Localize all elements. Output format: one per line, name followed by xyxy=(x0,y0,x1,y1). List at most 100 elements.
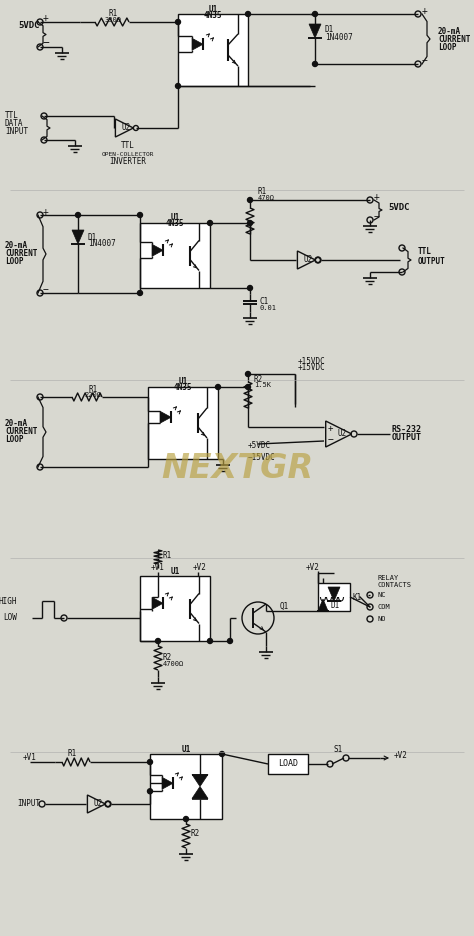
Text: 4N35: 4N35 xyxy=(204,11,222,21)
Text: NEXTGR: NEXTGR xyxy=(161,451,313,485)
Text: 330Ω: 330Ω xyxy=(104,17,121,23)
Circle shape xyxy=(228,638,233,644)
Text: +15VDC: +15VDC xyxy=(298,363,326,373)
Text: U2: U2 xyxy=(337,430,346,438)
Text: Q1: Q1 xyxy=(280,602,289,610)
Bar xyxy=(150,754,222,819)
Text: R2: R2 xyxy=(191,828,200,838)
Text: TTL: TTL xyxy=(121,141,135,151)
Circle shape xyxy=(155,638,161,644)
Text: U2: U2 xyxy=(121,124,131,133)
Text: INVERTER: INVERTER xyxy=(109,156,146,166)
Text: 470Ω: 470Ω xyxy=(258,195,275,201)
Text: S1: S1 xyxy=(333,745,343,754)
Text: −: − xyxy=(43,38,50,48)
Text: 20-mA: 20-mA xyxy=(438,26,461,36)
Circle shape xyxy=(183,816,189,822)
Text: OPEN-COLLECTOR: OPEN-COLLECTOR xyxy=(102,152,154,156)
Text: +: + xyxy=(328,424,333,432)
Polygon shape xyxy=(160,411,171,423)
Text: DATA: DATA xyxy=(5,120,24,128)
Polygon shape xyxy=(328,587,340,601)
Text: 1N4007: 1N4007 xyxy=(88,240,116,248)
Text: R1: R1 xyxy=(109,9,118,19)
Text: +5VDC: +5VDC xyxy=(248,442,271,450)
Text: +15VDC: +15VDC xyxy=(298,358,326,367)
Text: LOOP: LOOP xyxy=(5,435,24,445)
Text: +: + xyxy=(422,6,428,16)
Text: OUTPUT: OUTPUT xyxy=(392,432,422,442)
Text: 220Ω: 220Ω xyxy=(84,392,101,398)
Text: NO: NO xyxy=(378,616,386,622)
Circle shape xyxy=(247,197,253,202)
Text: R2: R2 xyxy=(163,652,172,662)
Circle shape xyxy=(219,752,225,756)
Text: +V1: +V1 xyxy=(151,563,165,573)
Polygon shape xyxy=(152,597,163,609)
Circle shape xyxy=(137,212,143,217)
Text: 20-mA: 20-mA xyxy=(5,241,28,251)
Text: CURRENT: CURRENT xyxy=(5,428,37,436)
Text: +: + xyxy=(43,207,49,217)
Circle shape xyxy=(247,285,253,290)
Text: −: − xyxy=(422,56,428,66)
Circle shape xyxy=(247,221,253,226)
Text: NC: NC xyxy=(378,592,386,598)
Circle shape xyxy=(175,83,181,89)
Circle shape xyxy=(246,11,250,17)
Text: CURRENT: CURRENT xyxy=(438,35,470,43)
Circle shape xyxy=(216,385,220,389)
Circle shape xyxy=(208,638,212,644)
Polygon shape xyxy=(318,599,328,611)
Text: R1: R1 xyxy=(67,750,77,758)
Circle shape xyxy=(312,62,318,66)
Text: CURRENT: CURRENT xyxy=(5,250,37,258)
Circle shape xyxy=(208,221,212,226)
Polygon shape xyxy=(152,244,163,256)
Text: LOOP: LOOP xyxy=(438,42,456,51)
Text: COM: COM xyxy=(378,604,391,610)
Text: 4700Ω: 4700Ω xyxy=(163,661,184,667)
Text: TTL: TTL xyxy=(418,247,432,256)
Text: U1: U1 xyxy=(178,377,188,387)
Text: +V2: +V2 xyxy=(306,563,320,572)
Text: U1: U1 xyxy=(182,744,191,753)
Text: D1: D1 xyxy=(88,232,97,241)
Circle shape xyxy=(246,372,250,376)
Text: 1N4007: 1N4007 xyxy=(325,33,353,41)
Text: −: − xyxy=(43,285,49,295)
Text: LOW: LOW xyxy=(3,613,17,622)
Text: LOOP: LOOP xyxy=(5,257,24,267)
Polygon shape xyxy=(72,230,84,244)
Circle shape xyxy=(175,20,181,24)
Text: R2: R2 xyxy=(254,374,263,384)
Bar xyxy=(178,14,248,86)
Text: LOAD: LOAD xyxy=(278,759,298,768)
Text: 4N35: 4N35 xyxy=(166,220,184,228)
Text: C1: C1 xyxy=(260,298,269,306)
Text: 5VDC: 5VDC xyxy=(388,203,410,212)
Text: RELAY: RELAY xyxy=(378,575,399,581)
Bar xyxy=(140,576,210,641)
Text: 20-mA: 20-mA xyxy=(5,419,28,429)
Bar xyxy=(148,387,218,459)
Circle shape xyxy=(246,385,250,389)
Text: −: − xyxy=(374,212,380,222)
Text: U2: U2 xyxy=(93,799,103,809)
Text: HIGH: HIGH xyxy=(0,596,17,606)
Text: INPUT: INPUT xyxy=(17,799,40,809)
Text: R1: R1 xyxy=(88,385,98,393)
Bar xyxy=(268,754,308,774)
Text: 0.01: 0.01 xyxy=(260,305,277,311)
Circle shape xyxy=(147,789,153,794)
Text: 5VDC: 5VDC xyxy=(18,22,39,31)
Text: −: − xyxy=(327,434,333,445)
Text: +: + xyxy=(374,192,380,202)
Text: 4N35: 4N35 xyxy=(174,384,192,392)
Text: CONTACTS: CONTACTS xyxy=(378,582,412,588)
Text: TTL: TTL xyxy=(5,111,19,121)
Text: D1: D1 xyxy=(325,25,334,35)
Text: U1: U1 xyxy=(170,213,180,223)
Text: INPUT: INPUT xyxy=(5,127,28,137)
Text: U2: U2 xyxy=(303,256,313,265)
